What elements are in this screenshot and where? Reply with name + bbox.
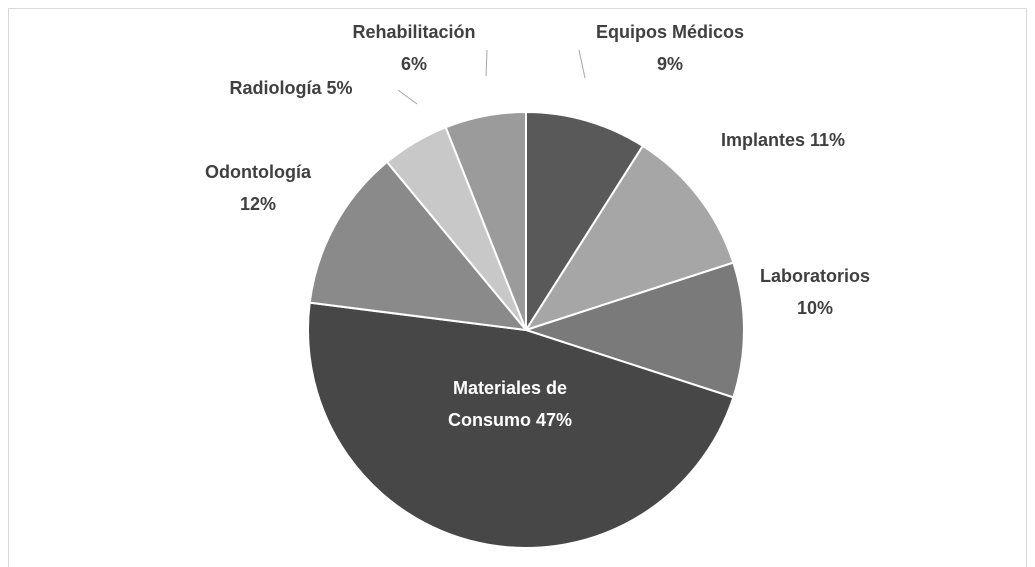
label-value: 47% <box>535 410 573 430</box>
data-label: Laboratorios 10% <box>715 260 915 324</box>
data-label: Materiales de Consumo 47% <box>420 372 600 436</box>
pie-slice <box>522 261 745 399</box>
label-name: Implantes <box>720 130 805 150</box>
leader-line <box>578 49 586 79</box>
label-value: 6% <box>400 54 427 74</box>
label-value: 10% <box>796 298 834 318</box>
pie-slice <box>523 144 735 332</box>
label-value: 5% <box>326 78 353 98</box>
label-name: Materiales de Consumo <box>447 378 568 430</box>
chart-border <box>8 8 1027 567</box>
label-name: Laboratorios <box>759 266 870 286</box>
pie-slice <box>444 110 527 331</box>
pie-slice <box>308 160 529 332</box>
label-value: 9% <box>656 54 683 74</box>
leader-line <box>485 49 488 77</box>
data-label: Implantes 11% <box>683 124 883 156</box>
label-name: Radiología <box>229 78 322 98</box>
pie-slice <box>525 110 645 334</box>
data-label: Equipos Médicos 9% <box>570 16 770 80</box>
label-name: Equipos Médicos <box>595 22 745 42</box>
leader-line <box>397 89 418 105</box>
label-value: 12% <box>239 194 277 214</box>
data-label: Rehabilitación 6% <box>314 16 514 80</box>
data-label: Odontología 12% <box>158 156 358 220</box>
data-label: Radiología 5% <box>191 72 391 104</box>
pie-slice <box>307 301 735 549</box>
label-value: 11% <box>810 130 846 150</box>
label-name: Rehabilitación <box>352 22 476 42</box>
label-name: Odontología <box>205 162 311 182</box>
